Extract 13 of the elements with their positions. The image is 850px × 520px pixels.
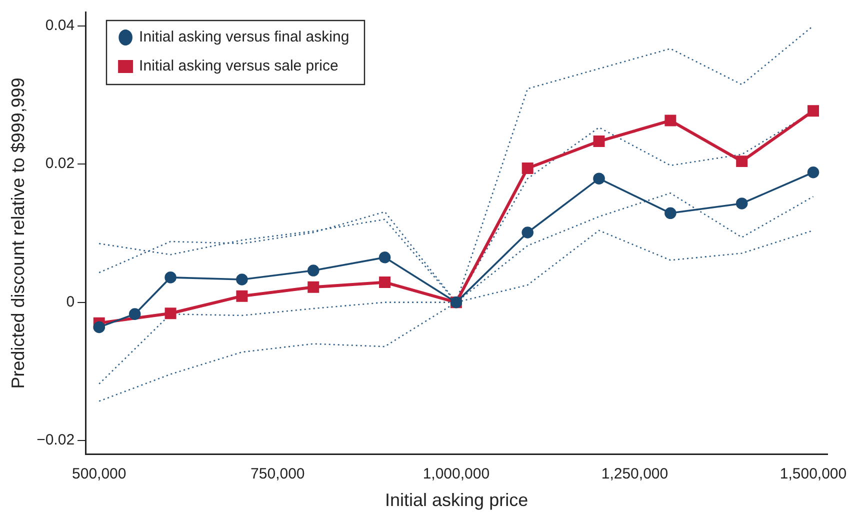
y-tick-label: 0.02 bbox=[45, 155, 75, 172]
y-tick-label: 0.04 bbox=[45, 16, 75, 34]
y-tick-label: 0 bbox=[66, 293, 75, 310]
legend-label: Initial asking versus sale price bbox=[139, 58, 338, 75]
x-tick-label: 1,250,000 bbox=[601, 466, 668, 483]
y-axis-title: Predicted discount relative to $999,999 bbox=[8, 78, 28, 389]
x-tick-label: 1,000,000 bbox=[422, 466, 490, 483]
x-tick-label: 750,000 bbox=[250, 466, 305, 483]
x-axis-title: Initial asking price bbox=[385, 490, 528, 510]
x-tick-label: 500,000 bbox=[72, 466, 126, 483]
y-tick-label: −0.02 bbox=[36, 432, 75, 449]
legend-label: Initial asking versus final asking bbox=[139, 28, 350, 46]
x-tick-label: 1,500,000 bbox=[780, 466, 847, 483]
